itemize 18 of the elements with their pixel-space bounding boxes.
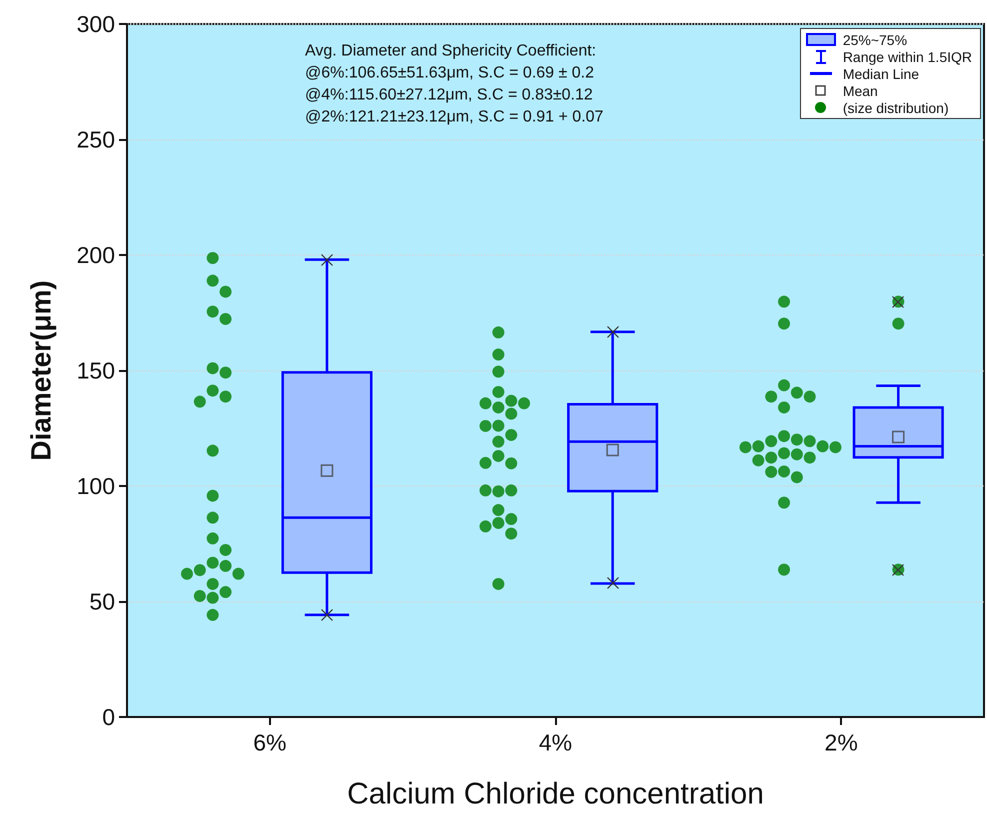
legend-label: (size distribution) (842, 100, 949, 116)
y-tick-label: 200 (76, 242, 115, 268)
annotation: Avg. Diameter and Sphericity Coefficient: @6%:106.65±51.63μm, S.C = 0.69 ± 0.2 @4%:115.60±27.12μm, S.C = 0.83±0.12 @2%:121.21±23.12μm, S.C = 0.91 + 0.07 (305, 42, 604, 126)
annotation: Range within 1.5IQR (842, 48, 972, 64)
annotation: Median Line (842, 66, 920, 82)
y-tick-label: 250 (76, 126, 115, 152)
x-axis-title: Calcium Chloride concentration (347, 778, 764, 810)
x-tick-label: 2% (824, 730, 858, 756)
legend-label: 25%~75% (842, 32, 908, 48)
y-tick-label: 0 (102, 704, 115, 730)
annotation: Mean (842, 82, 878, 98)
y-tick-label: 100 (76, 473, 115, 499)
y-tick-label: 300 (76, 11, 115, 37)
y-tick-label: 150 (76, 358, 115, 384)
y-axis-title: Diameter(μm) (26, 280, 56, 461)
x-tick-label: 6% (253, 730, 286, 756)
y-tick-label: 50 (89, 588, 115, 614)
x-tick-label: 4% (538, 730, 572, 756)
